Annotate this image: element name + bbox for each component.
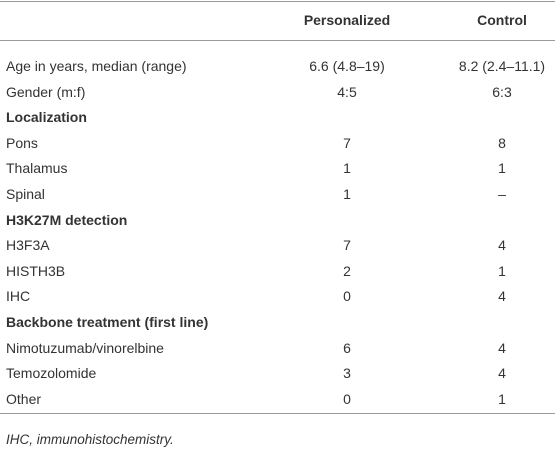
row-label: HISTH3B — [6, 262, 66, 279]
row-label: Pons — [6, 134, 38, 151]
section-heading: Localization — [6, 109, 87, 126]
cell-value: 2 — [343, 262, 351, 279]
row-label: Nimotuzumab/vinorelbine — [6, 339, 164, 356]
cell-value: 6:3 — [492, 83, 512, 100]
cell-value: 3 — [343, 365, 351, 382]
row-label: Gender (m:f) — [6, 83, 86, 100]
cell-value: 1 — [343, 160, 351, 177]
row-label: Spinal — [6, 186, 45, 202]
top-rule — [0, 1, 555, 2]
cell-value: 4 — [498, 288, 506, 305]
cell-value: 8.2 (2.4–11.1) — [458, 58, 546, 74]
section-heading: H3K27M detection — [6, 211, 128, 228]
column-header: Personalized — [303, 12, 391, 28]
row-label: H3F3A — [6, 237, 50, 254]
cell-value: 1 — [498, 390, 506, 407]
cell-value: 4 — [498, 339, 506, 356]
cell-value: 7 — [343, 237, 351, 254]
cell-value: 0 — [343, 390, 351, 407]
row-label: IHC — [6, 288, 31, 305]
cell-value: 1 — [343, 186, 351, 202]
cell-value: 6 — [343, 339, 351, 356]
cell-value: 4:5 — [337, 83, 357, 100]
cell-value: 1 — [498, 160, 506, 177]
bottom-rule — [0, 413, 555, 414]
cell-value: 0 — [343, 288, 351, 305]
section-heading: Backbone treatment (first line) — [6, 314, 209, 330]
cell-value: 7 — [343, 134, 351, 151]
cell-value: 8 — [498, 134, 506, 151]
row-label: Thalamus — [6, 160, 68, 177]
cell-value: 4 — [498, 237, 506, 254]
cell-value: 1 — [498, 262, 506, 279]
row-label: Other — [6, 390, 42, 407]
row-label: Temozolomide — [6, 365, 97, 382]
footnote: IHC, immunohistochemistry. — [6, 432, 174, 447]
cell-value: – — [498, 186, 506, 202]
cell-value: 4 — [498, 365, 506, 382]
column-header: Control — [477, 12, 527, 28]
header-rule — [0, 40, 555, 41]
cell-value: 6.6 (4.8–19) — [309, 58, 385, 74]
row-label: Age in years, median (range) — [6, 58, 187, 74]
